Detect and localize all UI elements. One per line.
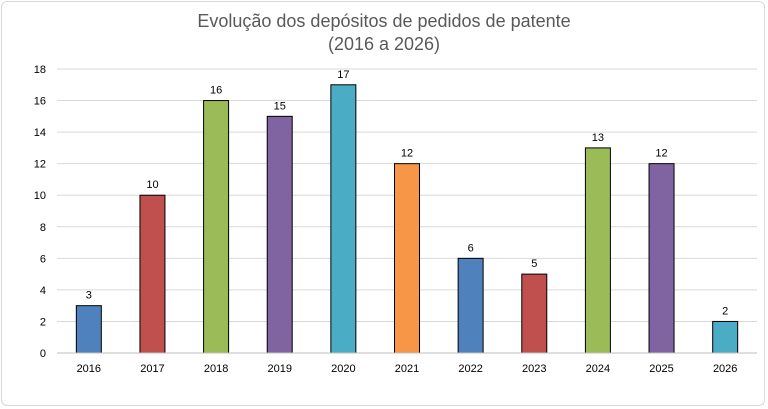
- bar-2020: [330, 84, 357, 354]
- data-label-2019: 15: [274, 100, 286, 112]
- y-tick-label: 12: [34, 159, 46, 171]
- bar-2016: [75, 305, 102, 354]
- x-tick-label-2019: 2019: [267, 363, 291, 375]
- bar-2018: [203, 100, 230, 354]
- bar-2024: [584, 147, 611, 354]
- x-tick-label-2018: 2018: [204, 363, 228, 375]
- x-tick-label-2020: 2020: [331, 363, 355, 375]
- y-tick-label: 10: [34, 190, 46, 202]
- x-tick-label-2022: 2022: [458, 363, 482, 375]
- y-axis-ticks: 0 2 4 6 8 10 12 14 16 18: [34, 64, 46, 360]
- y-tick-label: 6: [40, 253, 46, 265]
- data-label-2017: 10: [146, 179, 158, 191]
- y-tick-label: 4: [40, 285, 46, 297]
- x-tick-label-2024: 2024: [586, 363, 610, 375]
- data-label-2018: 16: [210, 85, 222, 97]
- bar-2025: [648, 163, 675, 354]
- chart-title: Evolução dos depósitos de pedidos de pat…: [197, 11, 571, 31]
- bars: [75, 84, 739, 354]
- x-tick-label-2023: 2023: [522, 363, 546, 375]
- data-label-2022: 6: [468, 242, 474, 254]
- data-label-2025: 12: [655, 148, 667, 160]
- data-label-2024: 13: [592, 132, 604, 144]
- y-tick-label: 16: [34, 96, 46, 108]
- x-axis-ticks: 2016 2017 2018 2019 2020 2021 2022 2023 2024 2025…: [77, 363, 738, 375]
- bar-2026: [712, 320, 739, 354]
- x-tick-label-2025: 2025: [649, 363, 673, 375]
- bar-2023: [521, 273, 548, 354]
- chart-title-block: Evolução dos depósitos de pedidos de pat…: [0, 10, 768, 56]
- chart-subtitle: (2016 a 2026): [327, 34, 441, 54]
- x-tick-label-2017: 2017: [140, 363, 164, 375]
- bar-2021: [394, 163, 420, 354]
- bar-2017: [139, 194, 166, 354]
- data-label-2021: 12: [401, 148, 413, 160]
- x-tick-label-2026: 2026: [713, 363, 737, 375]
- data-label-2023: 5: [531, 258, 537, 270]
- y-tick-label: 18: [34, 64, 46, 76]
- data-label-2026: 2: [722, 305, 728, 317]
- bar-2022: [457, 257, 484, 354]
- y-tick-label: 0: [40, 348, 46, 360]
- data-labels: 3 10 16 15 17 12 6 5 13 12 2: [86, 69, 728, 318]
- x-tick-label-2021: 2021: [395, 363, 419, 375]
- y-tick-label: 8: [40, 222, 46, 234]
- bar-2019: [266, 115, 293, 354]
- data-label-2020: 17: [337, 69, 349, 81]
- data-label-2016: 3: [86, 290, 92, 302]
- x-tick-label-2016: 2016: [77, 363, 101, 375]
- y-tick-label: 14: [34, 127, 46, 139]
- y-tick-label: 2: [40, 316, 46, 328]
